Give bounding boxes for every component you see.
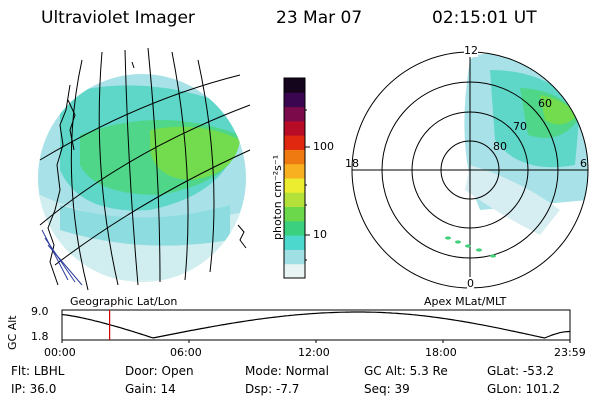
colorbar-ticks [305, 109, 310, 261]
altitude-xtick-3: 18:00 [425, 346, 457, 359]
mlat-label-60: 60 [538, 97, 552, 110]
status-mode: Mode: Normal [245, 364, 329, 378]
colorbar-swatch [284, 120, 305, 136]
colorbar-swatch [284, 149, 305, 165]
altitude-xtick-2: 12:00 [298, 346, 330, 359]
status-seq: Seq: 39 [364, 382, 410, 396]
status-flt: Flt: LBHL [11, 364, 65, 378]
colorbar-unit-label: photon cm⁻²s⁻¹ [271, 154, 284, 240]
mlt-label-0: 0 [467, 277, 474, 290]
date-label: 23 Mar 07 [276, 8, 363, 28]
lat-lon-grid [39, 47, 251, 291]
colorbar-swatch [284, 235, 305, 250]
colorbar-swatch [284, 178, 305, 193]
altitude-xticks [61, 340, 571, 343]
colorbar-swatch [284, 263, 305, 279]
geographic-caption: Geographic Lat/Lon [70, 295, 178, 308]
status-gain: Gain: 14 [125, 382, 176, 396]
altitude-ytick-high: 9.0 [31, 305, 49, 318]
mlt-label-12: 12 [464, 44, 478, 57]
altitude-xtick-4: 23:59 [554, 346, 586, 359]
colorbar-swatch [284, 220, 305, 236]
altitude-curve [61, 311, 571, 339]
geographic-image [38, 47, 251, 291]
status-glat: GLat: -53.2 [487, 364, 554, 378]
status-glon: GLon: 101.2 [487, 382, 560, 396]
mlat-label-80: 80 [493, 140, 507, 153]
colorbar-swatch [284, 106, 305, 122]
emission-dots [445, 236, 496, 258]
grid-lines-blue [41, 229, 83, 286]
status-door: Door: Open [125, 364, 194, 378]
colorbar [284, 78, 305, 279]
altitude-xtick-1: 06:00 [170, 346, 202, 359]
colorbar-tick-100: 100 [313, 140, 334, 153]
status-gc-alt: GC Alt: 5.3 Re [364, 364, 448, 378]
altitude-ytick-low: 1.8 [31, 330, 49, 343]
apex-caption: Apex MLat/MLT [424, 295, 507, 308]
colorbar-swatch [284, 78, 305, 93]
altitude-ylabel: GC Alt [6, 315, 19, 350]
colorbar-swatch [284, 249, 305, 265]
status-dsp: Dsp: -7.7 [245, 382, 300, 396]
polar-plot [351, 51, 589, 289]
altitude-frame [61, 309, 571, 341]
colorbar-frame [283, 77, 306, 279]
mlt-label-6: 6 [580, 157, 587, 170]
colorbar-swatch [284, 206, 305, 222]
colorbar-swatch [284, 135, 305, 150]
status-ip: IP: 36.0 [11, 382, 57, 396]
mlt-label-18: 18 [345, 157, 359, 170]
altitude-plot [61, 309, 571, 343]
instrument-title: Ultraviolet Imager [41, 8, 195, 28]
mlat-label-70: 70 [513, 120, 527, 133]
colorbar-swatch [284, 192, 305, 208]
colorbar-swatch [284, 163, 305, 179]
altitude-xtick-0: 00:00 [44, 346, 76, 359]
time-label: 02:15:01 UT [432, 8, 537, 28]
colorbar-swatch [284, 92, 305, 108]
colorbar-tick-10: 10 [313, 228, 327, 241]
